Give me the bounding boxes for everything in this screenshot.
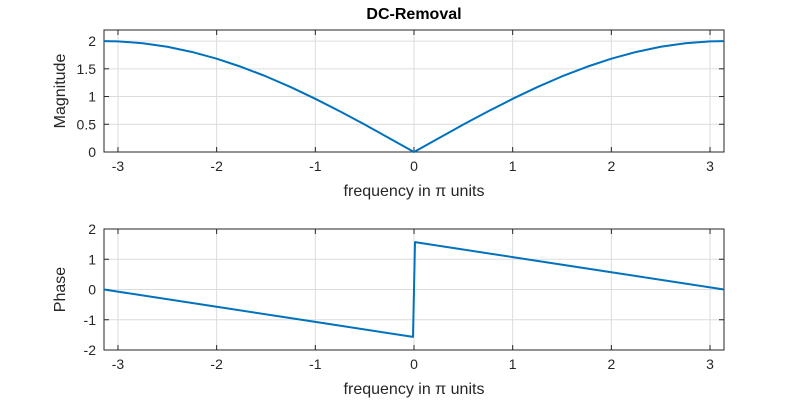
magnitude-xtick-label: 2 xyxy=(607,158,615,174)
phase-xtick-label: 3 xyxy=(706,356,714,372)
magnitude-series-line xyxy=(103,40,725,153)
magnitude-ytick-label: 1 xyxy=(88,89,96,105)
magnitude-xtick-label: 1 xyxy=(509,158,517,174)
phase-xtick-label: -3 xyxy=(112,356,125,372)
phase-xtick-label: 2 xyxy=(607,356,615,372)
magnitude-xtick-label: 0 xyxy=(410,158,418,174)
magnitude-xtick-label: -2 xyxy=(210,158,223,174)
magnitude-ytick-label: 2 xyxy=(88,33,96,49)
phase-ytick-label: -2 xyxy=(84,342,97,358)
phase-ytick-label: 2 xyxy=(88,221,96,237)
phase-ytick-label: -1 xyxy=(84,312,97,328)
phase-subplot: -3 -2 -1 0 1 2 3 -2 -1 0 1 2 frequency in π units Pha… xyxy=(52,221,725,398)
magnitude-yaxis-label: Magnitude xyxy=(52,54,69,129)
magnitude-ytick-label: 1.5 xyxy=(77,61,97,77)
magnitude-xtick-label: -3 xyxy=(112,158,125,174)
phase-series-line xyxy=(103,241,725,338)
phase-xaxis-label: frequency in π units xyxy=(344,381,485,398)
magnitude-xtick-label: -1 xyxy=(309,158,322,174)
phase-ytick-label: 0 xyxy=(88,282,96,298)
magnitude-xtick-label: 3 xyxy=(706,158,714,174)
chart-title: DC-Removal xyxy=(366,6,461,23)
phase-xtick-label: 0 xyxy=(410,356,418,372)
magnitude-ytick-label: 0.5 xyxy=(77,116,97,132)
phase-xtick-label: -2 xyxy=(210,356,223,372)
phase-xtick-label: 1 xyxy=(509,356,517,372)
phase-ytick-label: 1 xyxy=(88,251,96,267)
phase-xtick-label: -1 xyxy=(309,356,322,372)
phase-yaxis-label: Phase xyxy=(52,267,69,312)
magnitude-xaxis-label: frequency in π units xyxy=(344,183,485,200)
magnitude-subplot: -3 -2 -1 0 1 2 3 0 0.5 1 1.5 2 frequency in π units M… xyxy=(52,29,725,200)
magnitude-ytick-label: 0 xyxy=(88,144,96,160)
